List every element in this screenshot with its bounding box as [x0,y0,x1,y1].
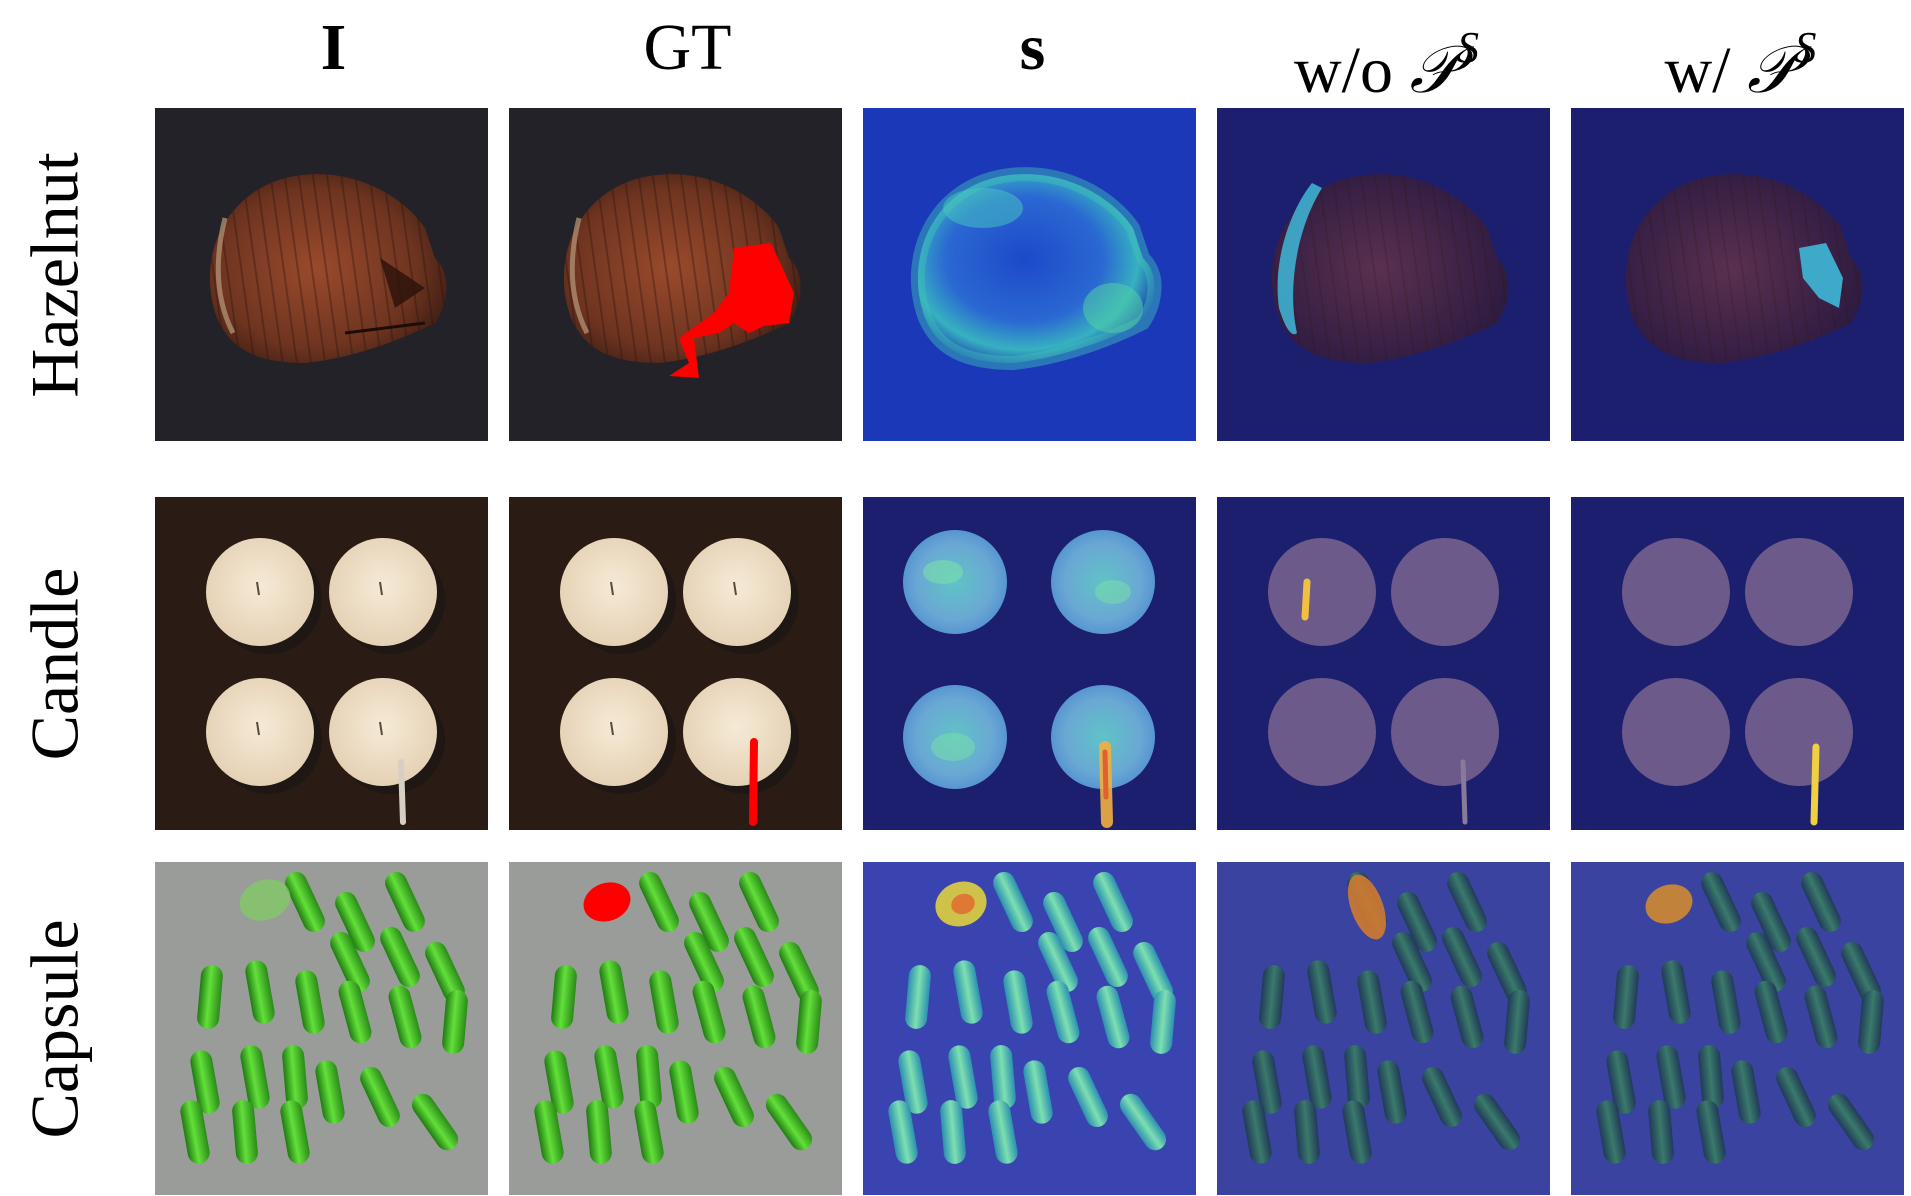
row-header-capsule: Capsule [16,918,93,1139]
candle-with-prompt-result [1571,497,1904,830]
column-header-with-prompt: w/ 𝒫S [1664,23,1817,107]
candle-anomaly-score-map [863,497,1196,830]
column-header-gt: GT [643,11,732,84]
capsule-input-image [155,862,488,1195]
capsule-with-prompt-result [1571,862,1904,1195]
column-header-score: s [1019,11,1046,84]
column-header-input: I [320,11,347,84]
candle-input-image [155,497,488,830]
hazelnut-input-image [155,108,488,441]
capsule-without-prompt-result [1217,862,1550,1195]
row-header-hazelnut: Hazelnut [16,151,93,398]
hazelnut-anomaly-score-map [863,108,1196,441]
candle-without-prompt-result [1217,497,1550,830]
hazelnut-with-prompt-result [1571,108,1904,441]
hazelnut-ground-truth [509,108,842,441]
capsule-anomaly-score-map [863,862,1196,1195]
row-header-candle: Candle [16,567,93,760]
hazelnut-without-prompt-result [1217,108,1550,441]
candle-ground-truth [509,497,842,830]
capsule-ground-truth [509,862,842,1195]
column-header-without-prompt: w/o 𝒫S [1293,23,1480,107]
